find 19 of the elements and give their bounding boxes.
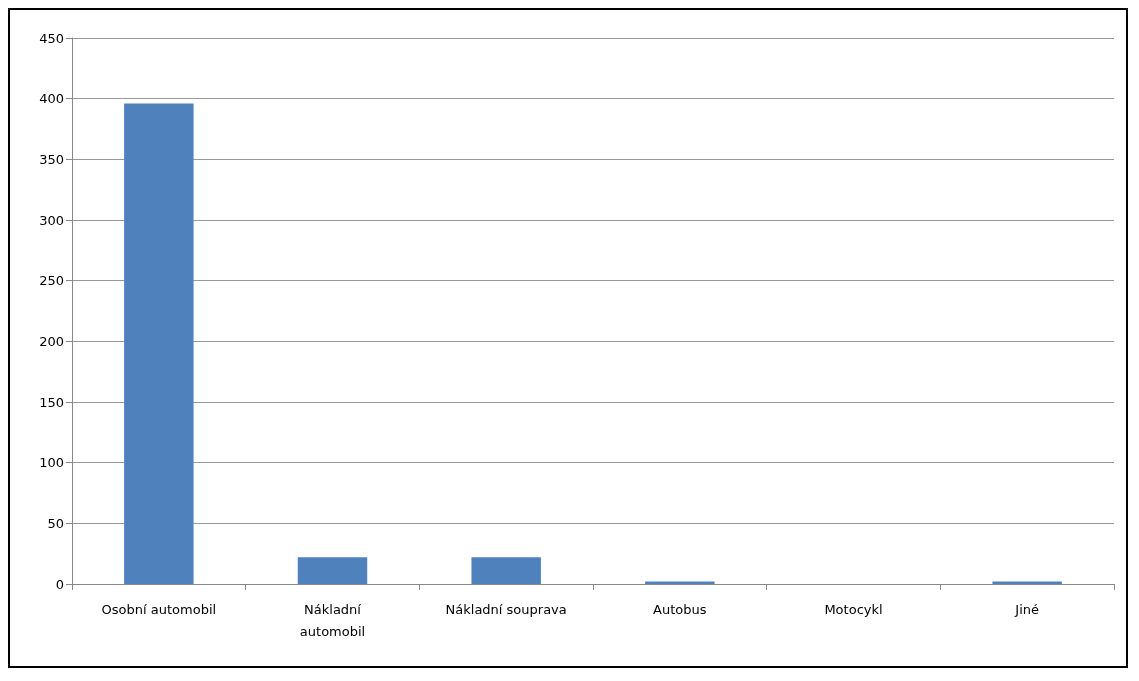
y-tick-label: 50: [47, 515, 64, 531]
y-tick-label: 400: [39, 91, 64, 107]
y-tick-label: 100: [39, 455, 64, 471]
bar: [471, 557, 541, 584]
x-tick-label: Osobní automobil: [101, 601, 217, 617]
y-tick-label: 300: [39, 212, 64, 228]
y-tick-label: 200: [39, 333, 64, 349]
y-tick-label: 0: [55, 576, 64, 592]
y-tick-label: 250: [39, 273, 64, 289]
x-tick-label: Jiné: [1014, 601, 1040, 617]
x-tick-label: Autobus: [653, 601, 707, 617]
y-tick-label: 350: [39, 151, 64, 167]
bar: [297, 557, 368, 584]
bar: [124, 103, 194, 584]
x-tick-label: Nákladní souprava: [445, 601, 567, 617]
y-tick-label: 450: [39, 30, 64, 46]
y-tick-label: 150: [39, 394, 64, 410]
x-tick-label: Nákladní automobil: [299, 601, 366, 639]
x-tick-label: Motocykl: [824, 601, 883, 617]
